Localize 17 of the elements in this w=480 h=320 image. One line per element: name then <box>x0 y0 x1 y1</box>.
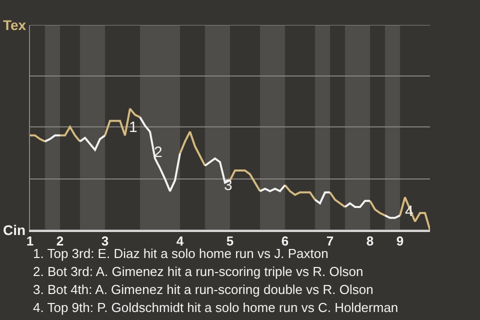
ref-line-label: Tex <box>3 17 26 33</box>
x-tick-label: 3 <box>101 234 109 249</box>
text: 3. Bot 4th: A. Gimenez hit a run-scoring double vs R. Olson <box>33 282 374 297</box>
x-tick-label: 2 <box>56 234 64 249</box>
text: 1. Top 3rd: E. Diaz hit a solo home run vs J. Paxton <box>33 246 328 261</box>
text: 4. Top 9th: P. Goldschmidt hit a solo home run vs C. Holderman <box>33 300 398 315</box>
annotation: 2 <box>154 144 162 161</box>
x-tick-label: 9 <box>396 234 404 249</box>
x-tick-label: 8 <box>366 234 374 249</box>
x-tick-label: 4 <box>176 234 184 249</box>
annotation: 1 <box>129 119 138 136</box>
x-tick-label: 7 <box>326 234 334 249</box>
x-tick-label: 5 <box>226 234 234 249</box>
x-tick-label: 1 <box>26 234 34 249</box>
x-tick-label: 6 <box>281 234 289 249</box>
ref-line-label: Cin <box>3 222 26 238</box>
text: 2. Bot 3rd: A. Gimenez hit a run-scoring triple vs R. Olson <box>33 264 364 279</box>
